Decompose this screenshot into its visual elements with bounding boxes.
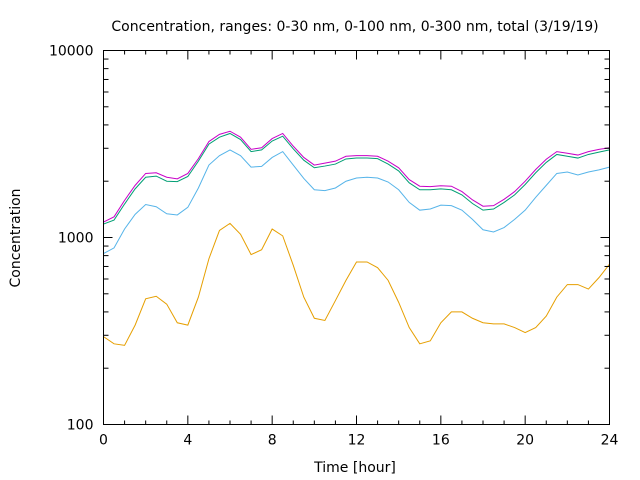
y-tick-label: 10000	[49, 44, 94, 60]
x-tick-label: 12	[348, 433, 366, 449]
plot-frame	[103, 50, 610, 425]
series-line-2	[103, 132, 610, 225]
y-axis-label: Concentration	[8, 188, 24, 287]
x-axis-label: Time [hour]	[313, 460, 396, 476]
x-tick-label: 8	[268, 433, 277, 449]
y-tick-label: 1000	[58, 231, 94, 247]
x-tick-label: 20	[516, 433, 534, 449]
series-line-3	[103, 149, 610, 255]
axis-ticks: 0 4 8 12 16 20 24 100 1000 10000	[49, 44, 619, 449]
x-tick-label: 24	[601, 433, 619, 449]
plot-area	[103, 130, 610, 346]
x-tick-label: 4	[183, 433, 192, 449]
series-line-1	[103, 130, 610, 223]
y-tick-label: 100	[67, 418, 94, 434]
series-line-4	[103, 222, 610, 346]
chart-title: Concentration, ranges: 0-30 nm, 0-100 nm…	[111, 19, 598, 35]
x-tick-label: 16	[432, 433, 450, 449]
x-tick-label: 0	[99, 433, 108, 449]
